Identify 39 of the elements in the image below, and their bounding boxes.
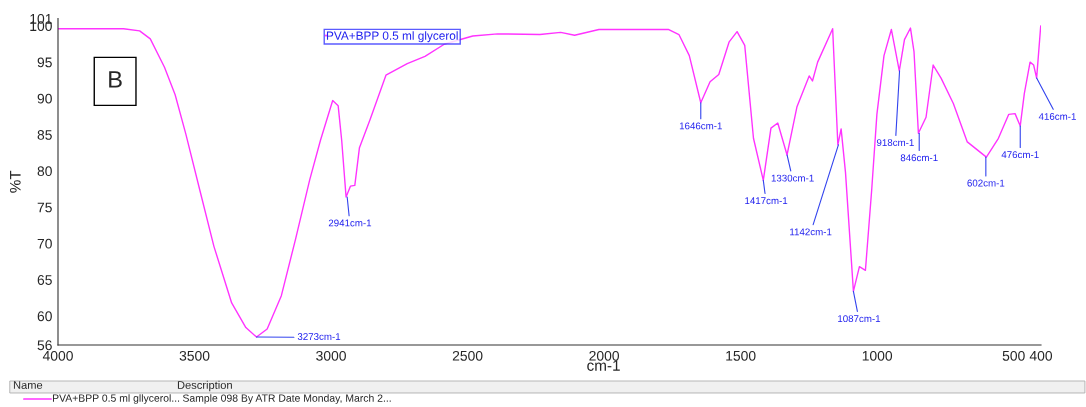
- annotation: B: [109, 71, 122, 88]
- annotation: 2941cm-1: [328, 219, 372, 227]
- x-tick-label: 4000: [42, 350, 73, 361]
- annotation: 1330cm-1: [771, 174, 814, 182]
- annotation: 1142cm-1: [790, 228, 832, 236]
- y-tick-label: 60: [37, 311, 52, 322]
- y-axis-title: %T: [9, 170, 21, 193]
- x-tick-label: 3000: [316, 350, 346, 361]
- annotation: 1087cm-1: [838, 315, 881, 323]
- legend-label: PVA+BPP 0.5 ml glycerol: [326, 31, 458, 43]
- y-tick-label: 56: [37, 340, 52, 351]
- y-tick-label: 75: [37, 202, 52, 213]
- x-tick-label: 2500: [452, 350, 483, 361]
- annotation: 416cm-1: [1038, 113, 1076, 120]
- x-tick-label: 2000: [589, 350, 620, 361]
- text: Name: [13, 381, 43, 389]
- y-tick-label: 95: [37, 57, 52, 68]
- annotation: 476cm-1: [1001, 151, 1039, 159]
- text: PVA+BPP 0.5 ml gllycerol...: [52, 394, 180, 404]
- x-tick-label: 400: [1029, 350, 1053, 361]
- annotation: 918cm-1: [876, 139, 914, 147]
- annotation: 1646cm-1: [679, 122, 722, 130]
- x-axis-title: cm-1: [587, 360, 620, 371]
- x-tick-label: 1000: [862, 350, 893, 361]
- annotation: 3273cm-1: [297, 333, 341, 340]
- annotation: 1417cm-1: [745, 197, 788, 205]
- text: Sample 098 By ATR Date Monday, March 2...: [182, 394, 391, 404]
- text: Description: [177, 380, 232, 392]
- annotation: 846cm-1: [900, 154, 938, 162]
- y-tick-label: 90: [37, 93, 52, 104]
- y-tick-label: 70: [37, 238, 52, 249]
- y-tick-label: 65: [37, 275, 52, 285]
- y-tick-label: 85: [37, 129, 52, 140]
- x-tick-label: 1500: [726, 350, 756, 361]
- x-tick-label: 500: [1002, 350, 1025, 361]
- line-series: [58, 25, 1041, 338]
- annotation: 602cm-1: [967, 179, 1005, 187]
- x-tick-label: 3500: [179, 350, 210, 361]
- y-tick-label: 80: [37, 166, 52, 177]
